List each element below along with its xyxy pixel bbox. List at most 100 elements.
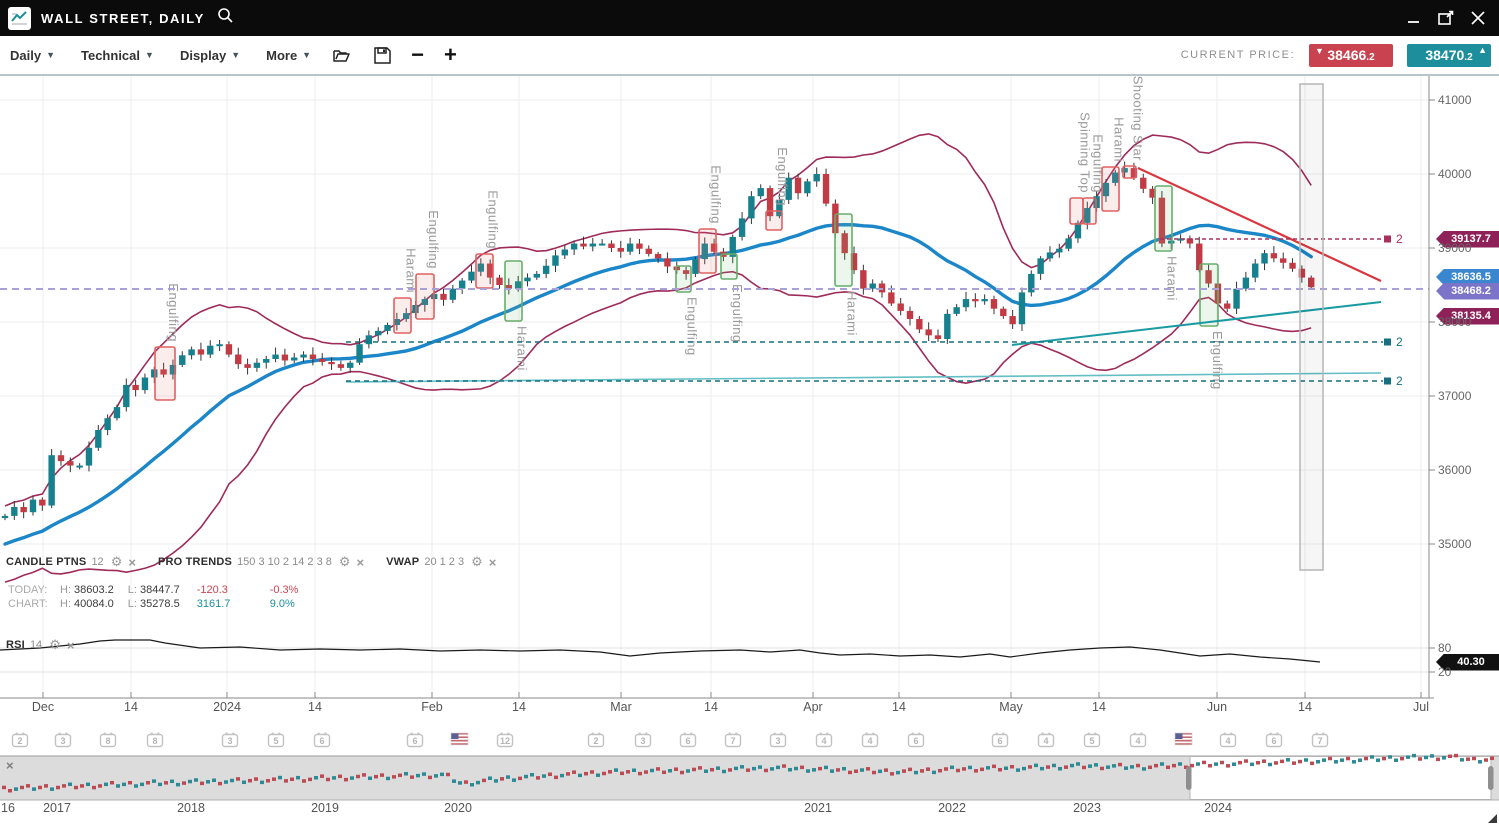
rsi-line (0, 639, 1321, 663)
calendar-icon[interactable]: 3 (769, 732, 787, 748)
pro-trends-indicator-label: PRO TRENDS (157, 556, 233, 568)
calendar-icon[interactable]: 6 (1265, 732, 1283, 748)
calendar-icon[interactable]: 3 (221, 732, 239, 748)
more-menu-label: More (266, 47, 298, 63)
calendar-icon[interactable]: 5 (1083, 732, 1101, 748)
pattern-label: Engulfing (166, 283, 181, 342)
candle (925, 329, 932, 336)
gear-icon[interactable]: ⚙ (49, 637, 61, 652)
calendar-icon[interactable]: 4 (1219, 732, 1237, 748)
candle (1186, 238, 1194, 244)
resize-grip[interactable] (1488, 814, 1497, 823)
candle (48, 455, 55, 506)
calendar-icon[interactable]: 6 (406, 732, 424, 748)
pattern-label: Engulfing (486, 190, 501, 249)
search-icon[interactable] (217, 7, 234, 29)
candle (561, 249, 568, 256)
navigator-right-handle[interactable] (1488, 766, 1494, 790)
remove-indicator-icon[interactable]: × (66, 637, 75, 653)
candle (505, 285, 513, 289)
calendar-icon[interactable]: 8 (99, 732, 117, 748)
today-change: -120.3 (196, 584, 228, 596)
candle-patterns-params: 12 (91, 556, 104, 568)
level-count: 2 (1396, 232, 1403, 246)
candle (1, 515, 9, 519)
calendar-icon[interactable]: 4 (1037, 732, 1055, 748)
navigator-left-handle[interactable] (1186, 766, 1192, 790)
popout-icon[interactable] (1437, 9, 1455, 27)
pattern-label: Engulfing (426, 210, 441, 269)
svg-text:4: 4 (821, 736, 826, 746)
calendar-icon[interactable]: 3 (634, 732, 652, 748)
candle (1298, 268, 1306, 278)
candle-pattern-annotations: Engulfing Harami Engulfing Engulfing Harami E… (154, 76, 1225, 401)
vwap-params: 20 1 2 3 (424, 556, 465, 568)
calendar-icon[interactable]: 6 (679, 732, 697, 748)
window-controls (1405, 9, 1487, 27)
calendar-icon[interactable]: 6 (991, 732, 1009, 748)
y-axis-label: 36000 (1438, 463, 1472, 477)
chart-navigator[interactable]: 16 2017 2018 2019 2020 2021 2022 2023 2024 (0, 753, 1499, 815)
calendar-icon[interactable]: 7 (724, 732, 742, 748)
calendar-icon[interactable]: 4 (861, 732, 879, 748)
candle (748, 196, 755, 219)
gear-icon[interactable]: ⚙ (471, 554, 483, 569)
more-menu[interactable]: More ▼ (266, 48, 311, 63)
sell-price-decimal: .2 (1366, 51, 1375, 63)
gear-icon[interactable]: ⚙ (338, 554, 351, 569)
display-menu[interactable]: Display ▼ (180, 48, 240, 63)
session-highlight-band[interactable] (1299, 83, 1324, 571)
save-icon[interactable] (374, 46, 391, 64)
technical-menu[interactable]: Technical ▼ (81, 48, 154, 63)
candle (160, 369, 167, 375)
calendar-icon[interactable]: 4 (1129, 732, 1147, 748)
svg-text:8: 8 (105, 736, 110, 746)
y-axis-label: 37000 (1438, 389, 1472, 403)
candle (1261, 253, 1268, 264)
candle (225, 344, 233, 355)
navigator-close-icon[interactable]: × (6, 758, 14, 773)
calendar-icon[interactable]: 5 (267, 732, 285, 748)
calendar-icon[interactable]: 6 (907, 732, 925, 748)
candle (1149, 188, 1156, 198)
chart-range: 3161.7 (196, 598, 231, 610)
buy-price-button[interactable]: 38470.2 ▲ (1407, 43, 1491, 67)
remove-indicator-icon[interactable]: × (488, 554, 497, 570)
candle (39, 499, 46, 506)
candle (95, 430, 102, 448)
calendar-icon[interactable]: 2 (11, 732, 29, 748)
calendar-icon[interactable]: 2 (587, 732, 605, 748)
close-icon[interactable] (1469, 9, 1487, 27)
timeframe-menu-label: Daily (10, 47, 42, 63)
trendline (1011, 301, 1382, 346)
zoom-out-button[interactable]: − (411, 42, 424, 67)
navigator-year-label: 2020 (444, 801, 472, 815)
calendar-icon[interactable]: 6 (313, 732, 331, 748)
open-folder-icon[interactable] (333, 48, 352, 63)
candle (860, 270, 867, 289)
candle (1000, 308, 1007, 317)
sell-price-button[interactable]: ▼ 38466.2 (1309, 43, 1393, 67)
us-flag-icon[interactable] (1174, 732, 1193, 746)
sell-price-value: 38466 (1327, 47, 1367, 63)
us-flag-icon[interactable] (450, 732, 469, 746)
calendar-icon[interactable]: 7 (1311, 732, 1329, 748)
calendar-icon[interactable]: 4 (815, 732, 833, 748)
candle (785, 177, 792, 200)
candle (552, 255, 559, 266)
gear-icon[interactable]: ⚙ (110, 554, 123, 569)
calendar-icon[interactable]: 12 (496, 732, 514, 748)
svg-text:3: 3 (60, 736, 65, 746)
candle (440, 293, 447, 300)
timeframe-menu[interactable]: Daily ▼ (10, 48, 55, 63)
candle (542, 265, 550, 274)
calendar-icon[interactable]: 3 (54, 732, 72, 748)
calendar-icon[interactable]: 8 (146, 732, 164, 748)
candle (300, 354, 307, 358)
zoom-in-button[interactable]: + (443, 42, 457, 67)
remove-indicator-icon[interactable]: × (128, 554, 136, 570)
current-price-label: CURRENT PRICE: (1180, 49, 1295, 61)
minimize-icon[interactable] (1405, 9, 1423, 27)
remove-indicator-icon[interactable]: × (356, 554, 365, 570)
